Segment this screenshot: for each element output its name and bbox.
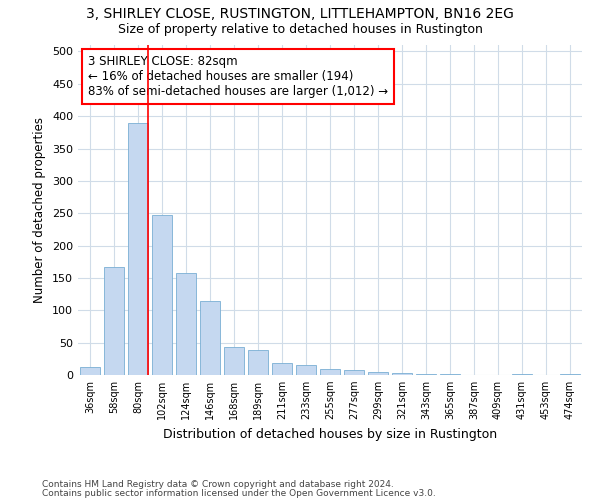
Bar xyxy=(176,273,196,375)
Bar xyxy=(128,122,148,375)
Bar xyxy=(560,374,580,375)
Text: Contains public sector information licensed under the Open Government Licence v3: Contains public sector information licen… xyxy=(42,490,436,498)
Bar xyxy=(224,346,244,375)
Bar xyxy=(80,367,100,375)
Text: 3, SHIRLEY CLOSE, RUSTINGTON, LITTLEHAMPTON, BN16 2EG: 3, SHIRLEY CLOSE, RUSTINGTON, LITTLEHAMP… xyxy=(86,8,514,22)
Bar xyxy=(440,374,460,375)
X-axis label: Distribution of detached houses by size in Rustington: Distribution of detached houses by size … xyxy=(163,428,497,440)
Bar xyxy=(248,350,268,375)
Y-axis label: Number of detached properties: Number of detached properties xyxy=(34,117,46,303)
Bar xyxy=(368,372,388,375)
Bar xyxy=(416,374,436,375)
Bar xyxy=(344,370,364,375)
Text: Contains HM Land Registry data © Crown copyright and database right 2024.: Contains HM Land Registry data © Crown c… xyxy=(42,480,394,489)
Bar xyxy=(200,300,220,375)
Bar xyxy=(392,373,412,375)
Bar xyxy=(296,366,316,375)
Text: Size of property relative to detached houses in Rustington: Size of property relative to detached ho… xyxy=(118,22,482,36)
Text: 3 SHIRLEY CLOSE: 82sqm
← 16% of detached houses are smaller (194)
83% of semi-de: 3 SHIRLEY CLOSE: 82sqm ← 16% of detached… xyxy=(88,55,388,98)
Bar xyxy=(104,267,124,375)
Bar xyxy=(272,362,292,375)
Bar xyxy=(512,374,532,375)
Bar xyxy=(320,369,340,375)
Bar xyxy=(152,214,172,375)
